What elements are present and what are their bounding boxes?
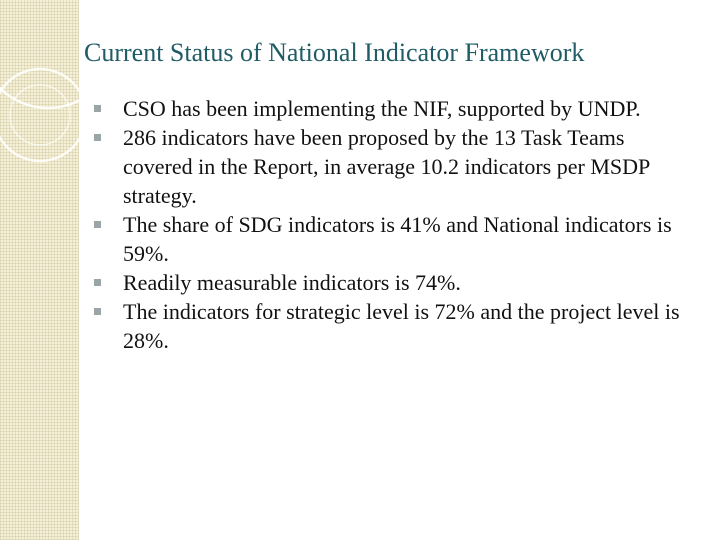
left-texture-band bbox=[0, 0, 79, 540]
square-bullet-icon bbox=[94, 134, 101, 141]
bullet-item: Readily measurable indicators is 74%. bbox=[94, 268, 694, 297]
square-bullet-icon bbox=[94, 105, 101, 112]
bullet-text: 286 indicators have been proposed by the… bbox=[123, 125, 650, 208]
square-bullet-icon bbox=[94, 279, 101, 286]
square-bullet-icon bbox=[94, 308, 101, 315]
bullet-text: The indicators for strategic level is 72… bbox=[123, 299, 680, 353]
square-bullet-icon bbox=[94, 221, 101, 228]
bullet-list: CSO has been implementing the NIF, suppo… bbox=[94, 94, 694, 355]
bullet-item: The share of SDG indicators is 41% and N… bbox=[94, 210, 694, 268]
bullet-item: 286 indicators have been proposed by the… bbox=[94, 123, 694, 210]
bullet-text: Readily measurable indicators is 74%. bbox=[123, 270, 461, 295]
bullet-text: CSO has been implementing the NIF, suppo… bbox=[123, 96, 641, 121]
ring-ornament-icon bbox=[0, 0, 118, 163]
bullet-item: The indicators for strategic level is 72… bbox=[94, 297, 694, 355]
bullet-text: The share of SDG indicators is 41% and N… bbox=[123, 212, 672, 266]
slide-title: Current Status of National Indicator Fra… bbox=[84, 38, 585, 67]
bullet-item: CSO has been implementing the NIF, suppo… bbox=[94, 94, 694, 123]
